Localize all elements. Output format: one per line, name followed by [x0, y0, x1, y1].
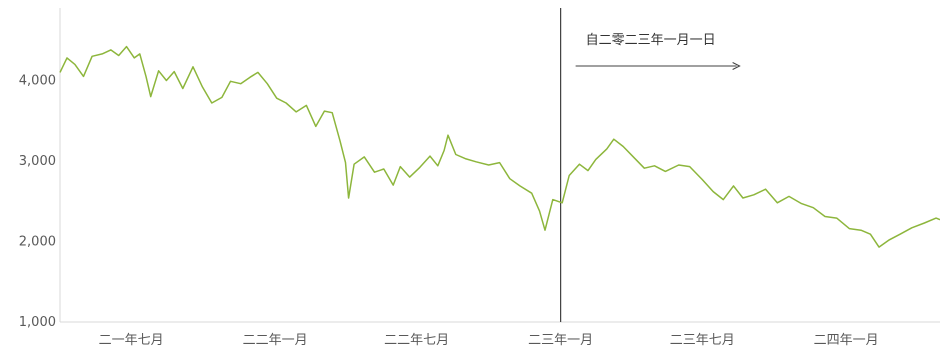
x-axis-ticks: 二一年七月 二二年一月 二二年七月 二三年一月 二三年七月 二四年一月 [99, 333, 879, 348]
y-tick-label: 1,000 [19, 315, 56, 330]
x-tick-label: 二三年七月 [670, 333, 735, 348]
series-line [59, 45, 940, 248]
x-tick-label: 二二年七月 [384, 333, 449, 348]
x-tick-label: 二三年一月 [528, 333, 593, 348]
x-tick-label: 二二年一月 [243, 333, 308, 348]
y-tick-label: 2,000 [19, 234, 56, 249]
series-group [59, 45, 940, 248]
y-tick-label: 4,000 [19, 73, 56, 88]
x-tick-label: 二一年七月 [99, 333, 164, 348]
annotation-label: 自二零二三年一月一日 [586, 33, 716, 48]
y-axis-ticks: 1,000 2,000 3,000 4,000 [19, 73, 56, 330]
y-tick-label: 3,000 [19, 154, 56, 169]
x-tick-label: 二四年一月 [814, 333, 879, 348]
annotation-arrow-head [732, 62, 741, 70]
annotation-arrow [575, 62, 741, 70]
